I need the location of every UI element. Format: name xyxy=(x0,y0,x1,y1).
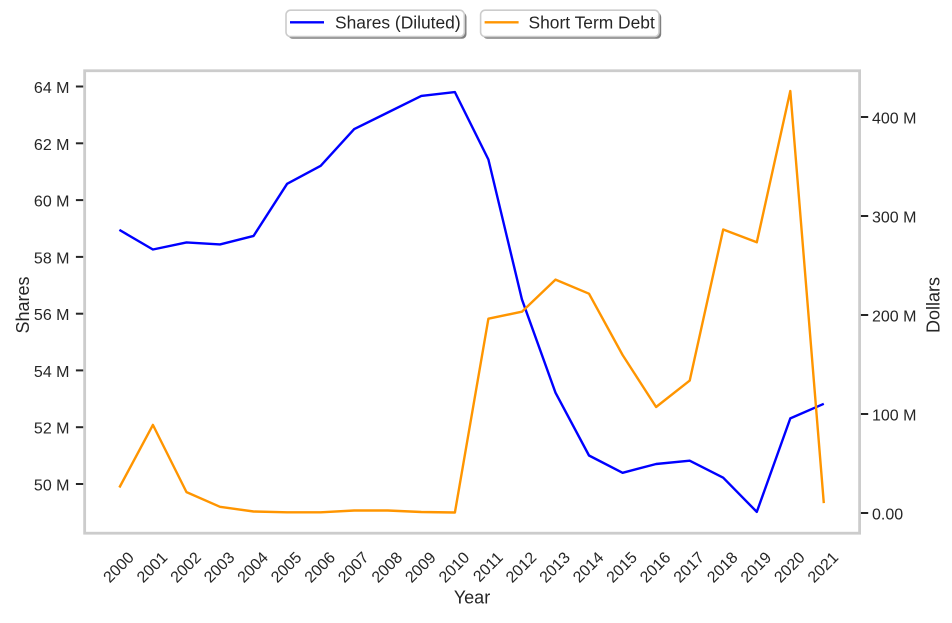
svg-text:200 M: 200 M xyxy=(872,308,916,325)
svg-text:54 M: 54 M xyxy=(34,364,70,381)
svg-text:52 M: 52 M xyxy=(34,421,70,438)
svg-text:60 M: 60 M xyxy=(34,194,70,211)
svg-text:64 M: 64 M xyxy=(34,80,70,97)
svg-text:56 M: 56 M xyxy=(34,307,70,324)
svg-text:Year: Year xyxy=(454,588,490,608)
svg-text:62 M: 62 M xyxy=(34,137,70,154)
svg-text:300 M: 300 M xyxy=(872,209,916,226)
svg-text:Shares: Shares xyxy=(13,276,33,333)
svg-text:Dollars: Dollars xyxy=(924,277,944,333)
svg-text:Shares (Diluted): Shares (Diluted) xyxy=(335,13,461,33)
svg-text:100 M: 100 M xyxy=(872,407,916,424)
svg-text:Short Term Debt: Short Term Debt xyxy=(529,13,655,33)
svg-text:0.00: 0.00 xyxy=(872,506,903,523)
svg-text:400 M: 400 M xyxy=(872,110,916,127)
svg-text:58 M: 58 M xyxy=(34,250,70,267)
svg-text:50 M: 50 M xyxy=(34,478,70,495)
